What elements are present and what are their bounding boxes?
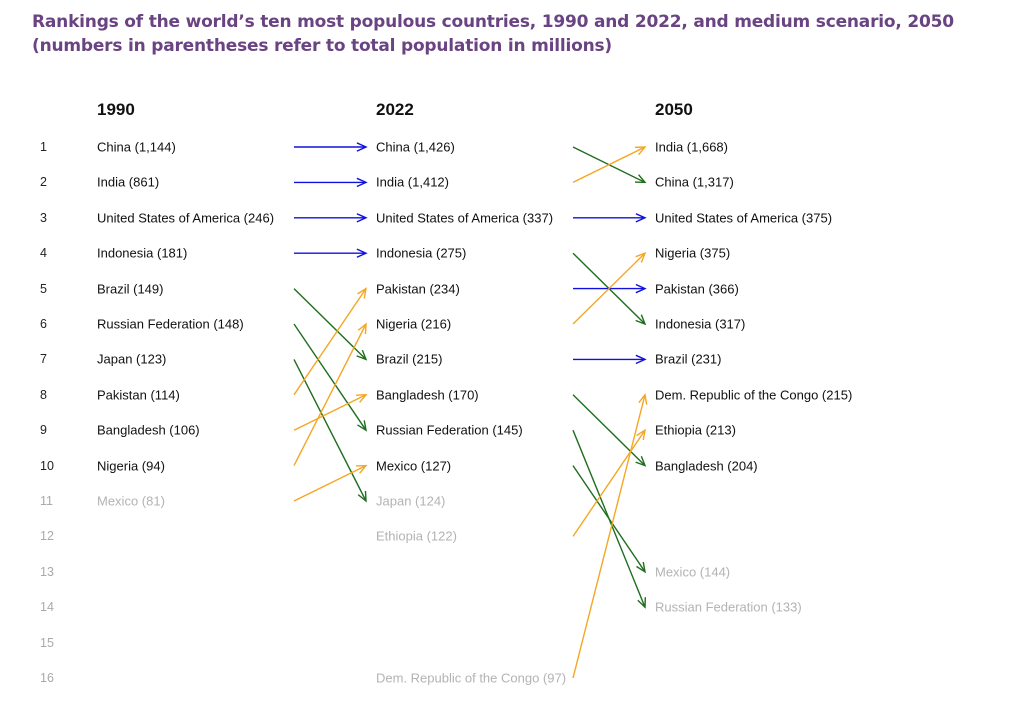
arrow-rank-down xyxy=(293,323,367,432)
arrow-rank-down xyxy=(293,288,368,361)
country-entry-1990: India (861) xyxy=(97,174,160,190)
arrow-same-rank xyxy=(294,142,368,152)
country-entry-2022: Ethiopia (122) xyxy=(376,528,457,544)
rank-number: 3 xyxy=(40,210,47,225)
column-header-2022: 2022 xyxy=(376,100,414,119)
country-entry-2022: Nigeria (216) xyxy=(376,316,452,332)
country-entry-2050: Bangladesh (204) xyxy=(655,458,758,474)
rank-number: 12 xyxy=(40,529,54,544)
rank-number: 10 xyxy=(40,458,54,473)
country-entry-2022: Brazil (215) xyxy=(376,351,443,367)
arrow-rank-up xyxy=(572,146,647,184)
country-entry-2050: Pakistan (366) xyxy=(655,281,739,297)
country-entry-2022: Russian Federation (145) xyxy=(376,422,523,438)
rank-number: 14 xyxy=(40,600,54,615)
country-entry-1990: Indonesia (181) xyxy=(97,245,188,261)
arrow-same-rank xyxy=(294,177,368,188)
arrow-rank-down xyxy=(293,359,367,503)
country-entry-1990: United States of America (246) xyxy=(97,210,275,226)
country-entry-2050: Ethiopia (213) xyxy=(655,422,736,438)
rank-number: 11 xyxy=(40,494,53,508)
column-header-1990: 1990 xyxy=(97,100,135,119)
column-header-2050: 2050 xyxy=(655,100,693,119)
rank-number: 15 xyxy=(40,635,54,650)
country-entry-2022: Dem. Republic of the Congo (97) xyxy=(376,670,567,686)
rank-number: 2 xyxy=(40,175,47,190)
rank-number: 6 xyxy=(40,317,47,331)
arrow-rank-up xyxy=(293,287,367,396)
country-entry-2050: Nigeria (375) xyxy=(655,245,731,261)
chart-title: Rankings of the world’s ten most populou… xyxy=(32,12,954,56)
country-entry-2050: Brazil (231) xyxy=(655,351,722,367)
country-entry-2022: Pakistan (234) xyxy=(376,281,460,297)
country-entry-2050: United States of America (375) xyxy=(655,210,833,226)
arrow-same-rank xyxy=(294,248,368,258)
country-entry-2050: China (1,317) xyxy=(655,174,734,190)
country-entry-2022: Bangladesh (170) xyxy=(376,387,479,403)
country-entry-1990: Mexico (81) xyxy=(97,493,165,509)
country-entry-2022: Mexico (127) xyxy=(376,458,452,474)
rank-number: 1 xyxy=(40,140,47,154)
country-entry-1990: Bangladesh (106) xyxy=(97,422,200,438)
rank-number: 7 xyxy=(40,352,47,367)
country-entry-2022: China (1,426) xyxy=(376,139,455,155)
country-entry-2050: India (1,668) xyxy=(655,139,728,155)
arrow-rank-up xyxy=(293,322,367,466)
arrow-rank-up xyxy=(293,464,368,502)
rank-number: 5 xyxy=(40,281,47,296)
country-entry-1990: Russian Federation (148) xyxy=(97,316,244,332)
arrow-rank-up xyxy=(572,428,646,537)
arrow-rank-down xyxy=(572,394,647,467)
country-entry-1990: Japan (123) xyxy=(97,351,167,367)
country-entry-2050: Russian Federation (133) xyxy=(655,599,802,615)
country-entry-2022: India (1,412) xyxy=(376,174,449,190)
rank-number: 16 xyxy=(40,671,54,685)
country-entry-1990: China (1,144) xyxy=(97,139,176,155)
rank-number: 8 xyxy=(40,387,47,402)
rank-number: 4 xyxy=(40,246,47,261)
country-entry-1990: Nigeria (94) xyxy=(97,458,165,474)
country-entry-1990: Pakistan (114) xyxy=(97,387,180,403)
country-entry-2050: Indonesia (317) xyxy=(655,316,746,332)
country-entry-2050: Dem. Republic of the Congo (215) xyxy=(655,387,853,403)
arrow-rank-up xyxy=(293,394,368,431)
arrow-same-rank xyxy=(294,213,368,223)
country-entry-1990: Brazil (149) xyxy=(97,281,164,297)
rank-number: 9 xyxy=(40,423,47,438)
arrow-rank-up xyxy=(572,393,648,679)
rank-number: 13 xyxy=(40,564,54,579)
arrow-same-rank xyxy=(573,213,647,223)
country-entry-2022: Japan (124) xyxy=(376,493,446,509)
arrow-rank-up xyxy=(572,251,647,325)
country-entry-2022: Indonesia (275) xyxy=(376,245,467,261)
country-entry-2022: United States of America (337) xyxy=(376,210,554,226)
country-entry-2050: Mexico (144) xyxy=(655,564,731,580)
arrow-rank-down xyxy=(572,465,646,574)
arrow-same-rank xyxy=(573,354,647,365)
